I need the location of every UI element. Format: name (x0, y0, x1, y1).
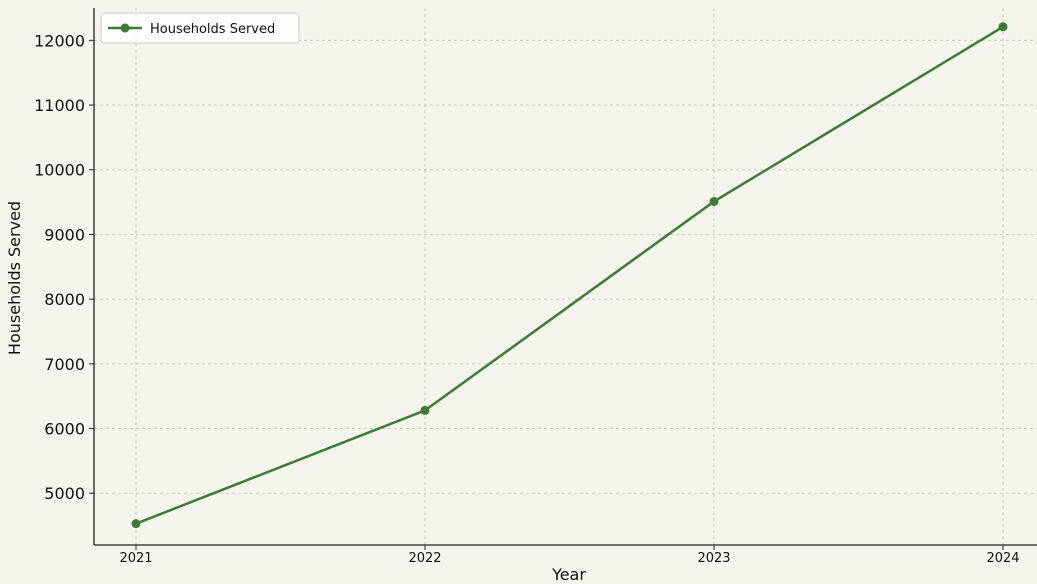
x-tick-label: 2022 (408, 551, 441, 566)
tick-labels: 5000 6000 7000 8000 9000 10000 11000 12000 2021 2… (34, 31, 1019, 566)
axes (89, 8, 1037, 550)
y-tick-label: 9000 (44, 225, 85, 244)
y-tick-label: 11000 (34, 96, 85, 115)
y-tick-label: 8000 (44, 290, 85, 309)
y-tick-label: 6000 (44, 420, 85, 439)
data-point (420, 405, 430, 415)
series-layer (131, 22, 1008, 529)
data-point (998, 22, 1008, 32)
legend-swatch-marker (120, 23, 130, 33)
legend: Households Served (100, 12, 300, 44)
x-tick-label: 2024 (986, 551, 1019, 566)
x-tick-label: 2023 (697, 551, 730, 566)
legend-box (100, 12, 300, 44)
y-tick-label: 5000 (44, 484, 85, 503)
legend-label: Households Served (150, 22, 275, 37)
x-axis-title: Year (551, 565, 586, 584)
y-axis-title: Households Served (5, 201, 24, 355)
series-line (135, 25, 1004, 525)
y-tick-label: 10000 (34, 161, 85, 180)
data-point (709, 196, 719, 206)
grid-lines (94, 8, 1037, 545)
y-tick-label: 7000 (44, 355, 85, 374)
data-point (131, 519, 141, 529)
y-tick-label: 12000 (34, 31, 85, 50)
x-tick-label: 2021 (119, 551, 152, 566)
